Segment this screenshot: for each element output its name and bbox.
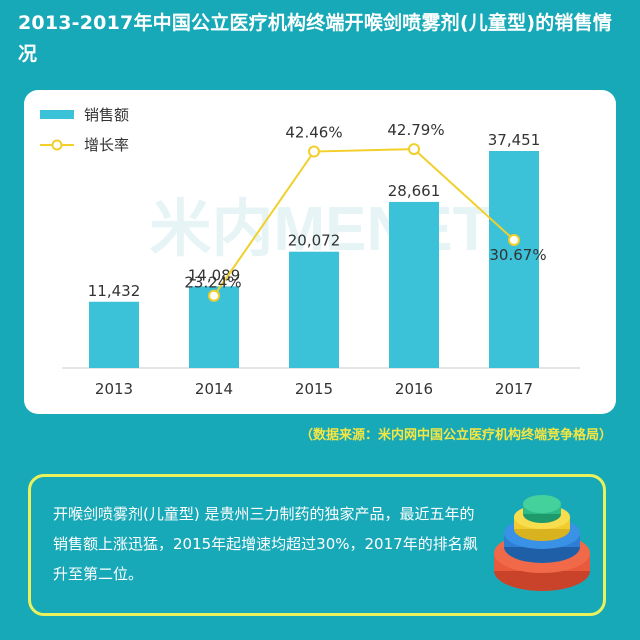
legend-swatch-growth-marker bbox=[51, 139, 63, 151]
page-title: 2013-2017年中国公立医疗机构终端开喉剑喷雾剂(儿童型)的销售情况 bbox=[18, 12, 613, 65]
growth-rate-line bbox=[213, 148, 515, 297]
bar-2015 bbox=[289, 251, 339, 368]
x-tick-label-2013: 2013 bbox=[95, 380, 133, 398]
x-tick-label-2017: 2017 bbox=[495, 380, 533, 398]
chart-card: 米内MENET 11,432 2013 14,089 2014 20,072 2015 28… bbox=[24, 90, 616, 414]
growth-point-2016 bbox=[408, 143, 420, 156]
legend-label-sales: 销售额 bbox=[84, 106, 129, 124]
growth-point-2017 bbox=[508, 233, 520, 246]
data-source: （数据来源：米内网中国公立医疗机构终端竞争格局） bbox=[299, 428, 612, 443]
growth-label-2014: 23.24% bbox=[184, 274, 241, 292]
growth-label-2015: 42.46% bbox=[285, 124, 342, 142]
x-tick-label-2014: 2014 bbox=[195, 380, 233, 398]
legend-swatch-sales bbox=[40, 110, 74, 119]
growth-point-2014 bbox=[208, 289, 220, 302]
bar-value-label-2013: 11,432 bbox=[88, 282, 141, 300]
bar-value-label-2014: 14,089 bbox=[188, 266, 241, 284]
growth-label-2017: 30.67% bbox=[489, 246, 546, 264]
growth-point-2015 bbox=[308, 145, 320, 158]
note-text: 开喉剑喷雾剂(儿童型) 是贵州三力制药的独家产品，最近五年的销售额上涨迅猛，20… bbox=[53, 505, 478, 583]
legend-label-growth: 增长率 bbox=[84, 136, 129, 154]
x-tick-label-2016: 2016 bbox=[395, 380, 433, 398]
bar-value-label-2016: 28,661 bbox=[388, 182, 441, 200]
note-box: 开喉剑喷雾剂(儿童型) 是贵州三力制药的独家产品，最近五年的销售额上涨迅猛，20… bbox=[28, 474, 606, 616]
bar-value-label-2015: 20,072 bbox=[288, 232, 341, 250]
growth-label-2016: 42.79% bbox=[387, 121, 444, 139]
bar-2016 bbox=[389, 201, 439, 368]
bar-2017 bbox=[489, 151, 539, 368]
sales-chart: 米内MENET 11,432201314,089201420,072201528… bbox=[40, 106, 580, 398]
bar-2013 bbox=[89, 301, 139, 368]
stacked-discs-icon bbox=[494, 495, 590, 591]
x-tick-label-2015: 2015 bbox=[295, 380, 333, 398]
bar-value-label-2017: 37,451 bbox=[488, 131, 541, 149]
